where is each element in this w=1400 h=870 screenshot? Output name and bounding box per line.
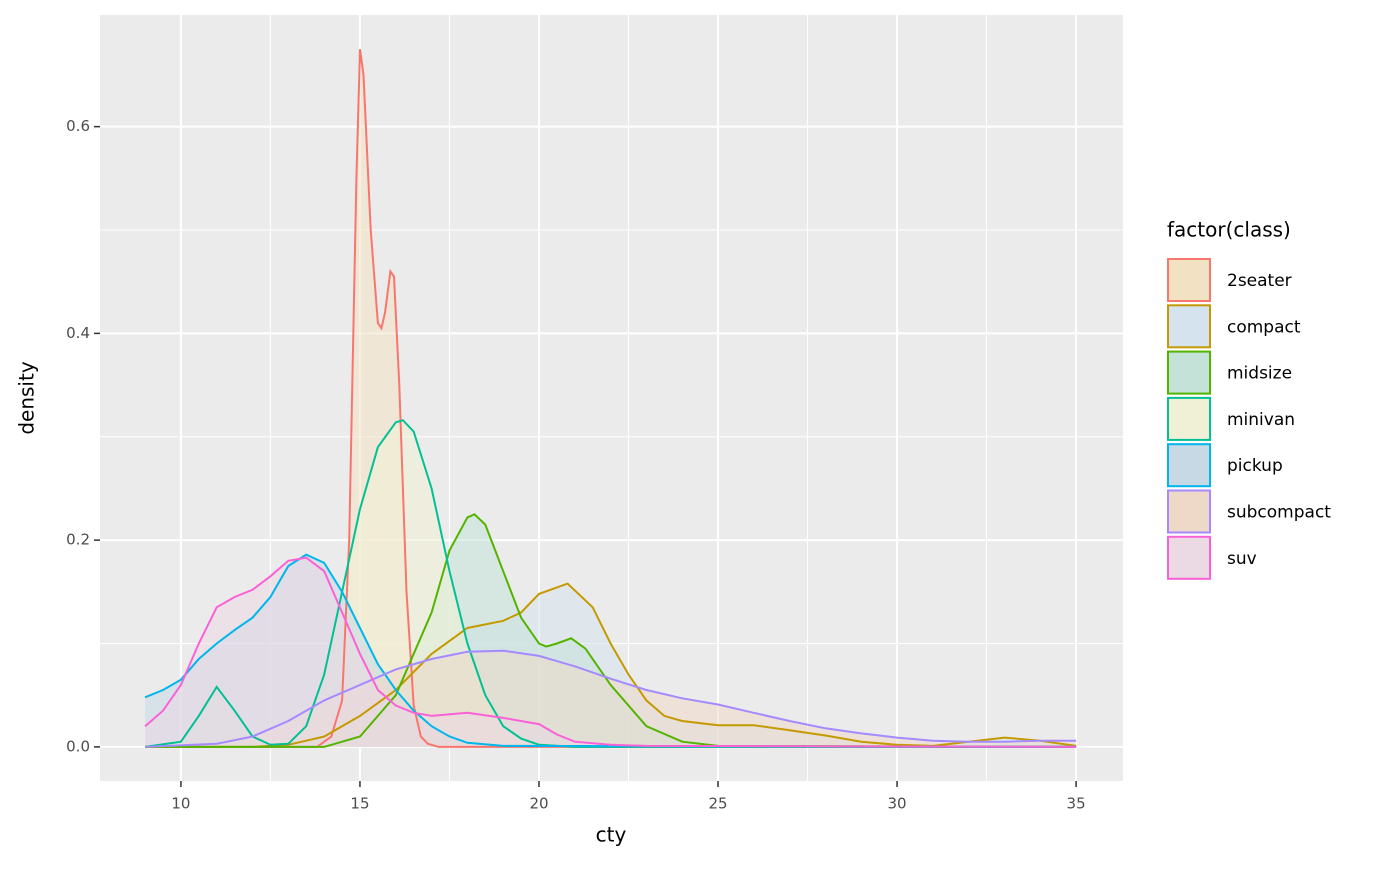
legend-label: 2seater (1227, 271, 1292, 291)
density-line (144, 556, 1077, 748)
legend-label: pickup (1227, 456, 1283, 476)
density-line (144, 553, 1077, 748)
y-tick-label: 0.0 (66, 737, 90, 755)
legend-key (1167, 350, 1211, 395)
y-tick-label: 0.6 (66, 117, 90, 135)
legend-key (1167, 489, 1211, 534)
legend-label: minivan (1227, 410, 1295, 430)
density-area (145, 557, 1077, 747)
legend-key (1167, 258, 1211, 302)
axes: 10 15 20 25 30 35 0.0 0.2 0.4 0.6 (66, 117, 1085, 812)
legend-key (1167, 304, 1211, 349)
legend-key (1167, 443, 1211, 488)
x-tick-label: 35 (1067, 795, 1086, 813)
x-tick-label: 25 (708, 795, 727, 813)
legend-label: suv (1227, 549, 1257, 569)
x-tick-label: 30 (888, 795, 907, 813)
density-line (145, 649, 1077, 748)
density-line (145, 582, 1077, 748)
density-line (145, 48, 1077, 748)
legend-key (1167, 396, 1211, 441)
density-line (144, 419, 1077, 748)
x-axis-title: cty (596, 823, 627, 847)
legend-label: midsize (1227, 364, 1292, 384)
legend-label: subcompact (1227, 503, 1331, 523)
density-line (145, 513, 1077, 748)
legend: 2seater compact midsize minivan pickup subcom… (1167, 258, 1331, 580)
y-tick-label: 0.2 (66, 531, 90, 549)
legend-title: factor(class) (1167, 218, 1291, 242)
y-tick-label: 0.4 (66, 324, 90, 342)
legend-label: compact (1227, 317, 1301, 337)
x-tick-label: 10 (171, 795, 190, 813)
x-tick-label: 20 (529, 795, 548, 813)
legend-key (1167, 535, 1211, 580)
x-tick-label: 15 (350, 795, 369, 813)
y-axis-title: density (15, 361, 39, 434)
lines (144, 48, 1077, 748)
